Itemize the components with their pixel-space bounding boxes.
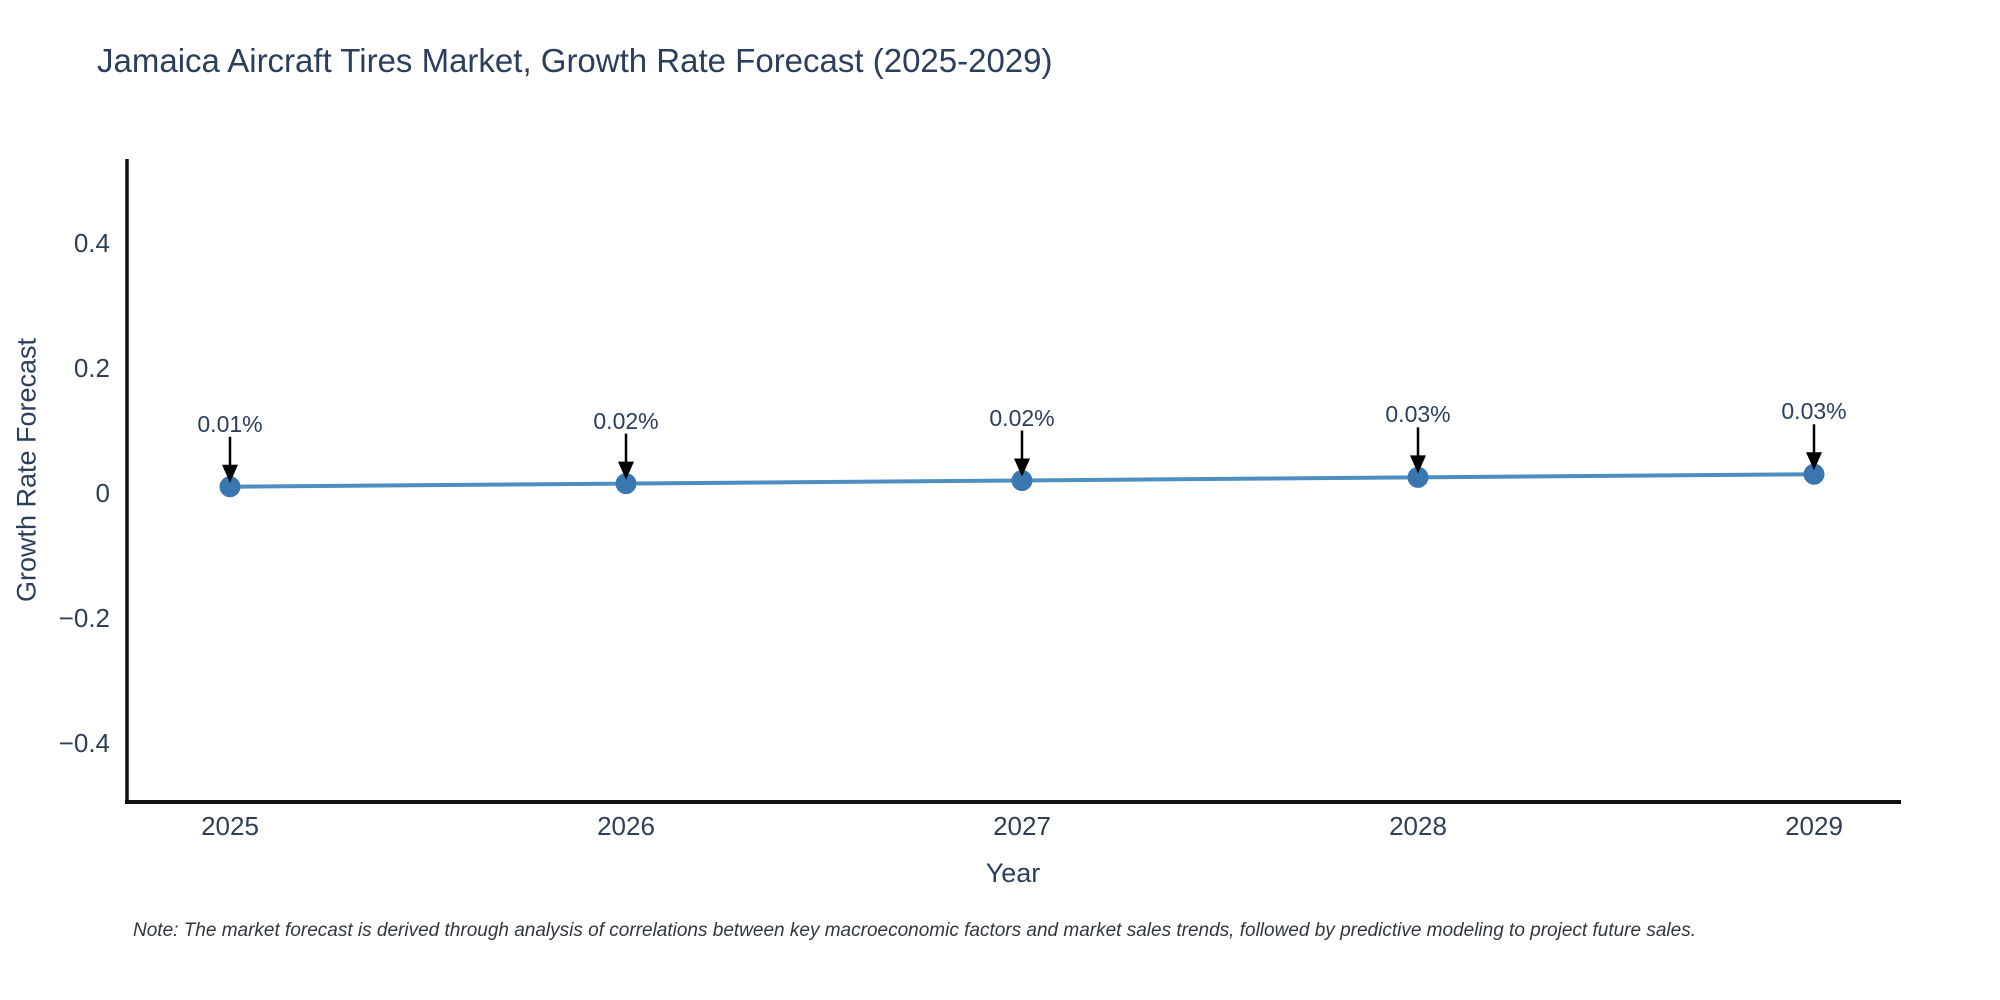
y-tick-−0.4: −0.4 [58, 728, 110, 758]
markers-layer [219, 463, 1825, 498]
y-tick-0.2: 0.2 [73, 353, 110, 383]
annotation-arrowhead-2029 [1806, 452, 1822, 471]
x-tick-2029: 2029 [1785, 811, 1843, 841]
annotation-arrowhead-2026 [618, 461, 634, 480]
y-axis-label: Growth Rate Forecast [11, 337, 42, 603]
data-point-2027[interactable] [1011, 470, 1033, 491]
annotation-2025: 0.01% [197, 410, 263, 437]
annotation-arrows-layer [222, 424, 1822, 483]
footnote: Note: The market forecast is derived thr… [133, 920, 1696, 941]
data-point-2025[interactable] [219, 476, 241, 498]
chart-title: Jamaica Aircraft Tires Market, Growth Ra… [97, 42, 1053, 79]
y-axis-ticks: 0.4 0.2 0 −0.2 −0.4 [0, 0, 110, 1000]
x-tick-2025: 2025 [201, 811, 259, 841]
x-axis-label: Year [985, 858, 1041, 888]
y-tick-−0.2: −0.2 [58, 603, 110, 633]
annotation-arrowhead-2025 [222, 464, 238, 483]
annotation-2028: 0.03% [1385, 401, 1451, 428]
annotation-arrowhead-2028 [1410, 455, 1426, 474]
x-tick-2026: 2026 [597, 811, 655, 841]
x-tick-2027: 2027 [993, 811, 1051, 841]
annotation-2026: 0.02% [593, 407, 659, 434]
data-point-2029[interactable] [1803, 463, 1825, 485]
y-tick-0.4: 0.4 [73, 228, 110, 258]
y-tick-0: 0 [95, 478, 110, 508]
data-point-2026[interactable] [615, 473, 637, 495]
data-point-2028[interactable] [1407, 466, 1429, 488]
annotation-2029: 0.03% [1781, 398, 1847, 425]
annotation-2027: 0.02% [989, 404, 1055, 431]
annotation-arrowhead-2027 [1014, 458, 1030, 477]
x-tick-2028: 2028 [1389, 811, 1447, 841]
